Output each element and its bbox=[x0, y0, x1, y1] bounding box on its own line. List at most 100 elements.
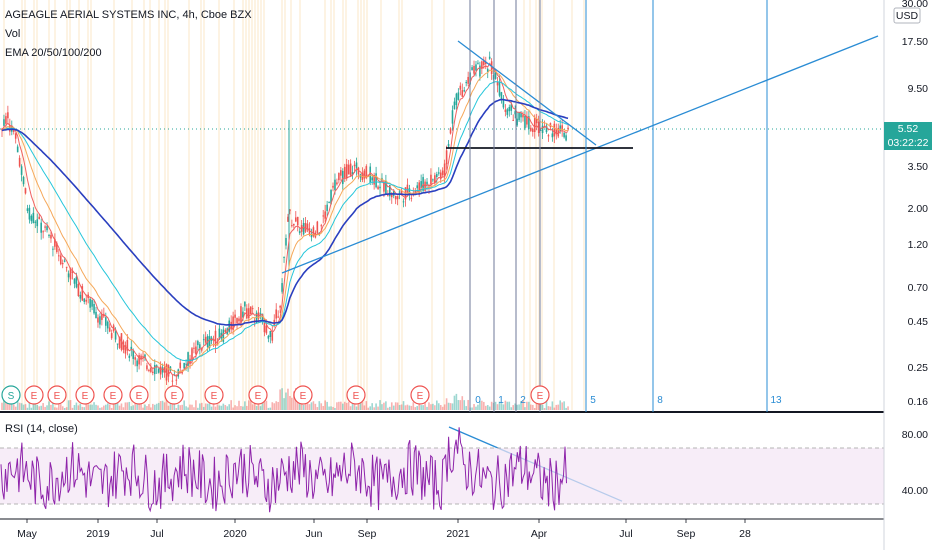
candle-body bbox=[38, 216, 41, 219]
volume-bar bbox=[236, 406, 238, 410]
rsi-indicator-label[interactable]: RSI (14, close) bbox=[5, 423, 78, 435]
volume-bar bbox=[20, 403, 23, 410]
drawings[interactable] bbox=[281, 0, 879, 502]
volume-bar bbox=[390, 402, 393, 410]
volume-bar bbox=[67, 400, 70, 410]
currency-box bbox=[893, 7, 921, 24]
candle-body bbox=[453, 101, 456, 110]
session-stripe bbox=[87, 0, 89, 410]
volume-bar bbox=[318, 401, 321, 410]
cycle-labels: 0 1 2 5 8 13 bbox=[475, 395, 782, 406]
candle-body bbox=[277, 316, 279, 318]
candle-body bbox=[28, 207, 31, 220]
volume-bar bbox=[387, 407, 389, 410]
candle-body bbox=[396, 196, 399, 200]
volume-bar bbox=[3, 400, 5, 410]
price-tick-label: 17.50 bbox=[902, 36, 928, 48]
candle-body bbox=[535, 118, 538, 124]
volume-bar bbox=[535, 403, 538, 410]
volume-bar bbox=[112, 400, 115, 410]
candle-body bbox=[247, 308, 250, 319]
volume-bar bbox=[567, 406, 569, 410]
candle-body bbox=[32, 212, 35, 224]
volume-bar bbox=[330, 406, 332, 410]
volume-bar bbox=[398, 405, 401, 410]
volume-bar bbox=[177, 404, 180, 410]
volume-bar bbox=[514, 403, 516, 410]
candle-body bbox=[171, 380, 174, 382]
volume-bar bbox=[22, 404, 25, 410]
volume-bar bbox=[414, 407, 417, 410]
candle-body bbox=[269, 331, 272, 337]
volume-bar bbox=[302, 404, 305, 410]
cycle-label: 0 bbox=[475, 395, 481, 406]
volume-bar bbox=[38, 406, 41, 410]
candle-body bbox=[71, 271, 74, 273]
volume-bar bbox=[242, 406, 244, 410]
volume-bar bbox=[265, 400, 268, 410]
candle-body bbox=[371, 177, 373, 181]
candle-body bbox=[73, 278, 76, 284]
candle-body bbox=[130, 346, 133, 350]
candle-body bbox=[340, 170, 342, 176]
candle-body bbox=[61, 263, 64, 265]
candle-body bbox=[406, 184, 409, 194]
candle-body bbox=[457, 92, 460, 100]
session-stripe bbox=[248, 0, 250, 410]
volume-bar bbox=[275, 401, 278, 410]
volume-bar bbox=[336, 402, 338, 410]
volume-bar bbox=[7, 401, 9, 410]
candle-body bbox=[105, 317, 107, 326]
grid bbox=[0, 128, 884, 520]
volume-bar bbox=[459, 400, 462, 410]
time-axis[interactable]: May 2019 Jul 2020 Jun Sep 2021 Apr Jul Sep 28 bbox=[17, 519, 751, 540]
volume-bar bbox=[436, 400, 438, 410]
ema-50-line bbox=[1, 69, 569, 373]
volume-bar bbox=[320, 403, 323, 410]
candle-body bbox=[324, 211, 326, 219]
volume-bar bbox=[191, 404, 193, 410]
volume-bar bbox=[441, 406, 444, 410]
volume-bar bbox=[99, 407, 101, 410]
volume-bar bbox=[557, 404, 560, 410]
volume-bar bbox=[526, 401, 528, 410]
candle-body bbox=[214, 330, 217, 347]
candle-body bbox=[402, 201, 405, 203]
candle-body bbox=[410, 197, 413, 199]
candle-body bbox=[83, 298, 86, 302]
volume-bar bbox=[473, 404, 475, 410]
volume-bar bbox=[5, 401, 7, 410]
volume-bar bbox=[230, 400, 232, 410]
candle-body bbox=[347, 164, 350, 175]
ema-indicator-label[interactable]: EMA 20/50/100/200 bbox=[5, 47, 102, 59]
candle-body bbox=[518, 112, 520, 121]
price-axis[interactable]: 30.00 17.50 9.50 3.50 2.00 1.20 0.70 0.45 0.25 0.… bbox=[883, 0, 928, 550]
volume-bar bbox=[377, 406, 379, 410]
candle-body bbox=[308, 228, 311, 235]
volume-bar bbox=[63, 407, 66, 410]
candle-body bbox=[261, 313, 264, 322]
candle-body bbox=[89, 298, 91, 308]
candle-body bbox=[473, 65, 475, 74]
candle-body bbox=[167, 364, 170, 377]
candle-body bbox=[22, 177, 25, 185]
candle-body bbox=[110, 333, 113, 339]
volume-bar bbox=[324, 400, 326, 410]
candle-body bbox=[18, 157, 21, 167]
volume-bar bbox=[408, 405, 411, 410]
candle-body bbox=[332, 185, 334, 188]
candle-body bbox=[387, 195, 389, 197]
volume-bar bbox=[553, 407, 556, 410]
candle-body bbox=[551, 133, 554, 138]
ema-lines bbox=[1, 62, 569, 378]
volume-indicator-label[interactable]: Vol bbox=[5, 28, 21, 40]
session-stripe bbox=[36, 0, 38, 410]
candle-body bbox=[294, 217, 297, 222]
volume-bar bbox=[244, 401, 246, 410]
chart-title[interactable]: AGEAGLE AERIAL SYSTEMS INC, 4h, Cboe BZX bbox=[5, 9, 252, 21]
candle-body bbox=[146, 365, 148, 370]
candle-body bbox=[157, 368, 160, 373]
volume-bar bbox=[404, 405, 407, 410]
